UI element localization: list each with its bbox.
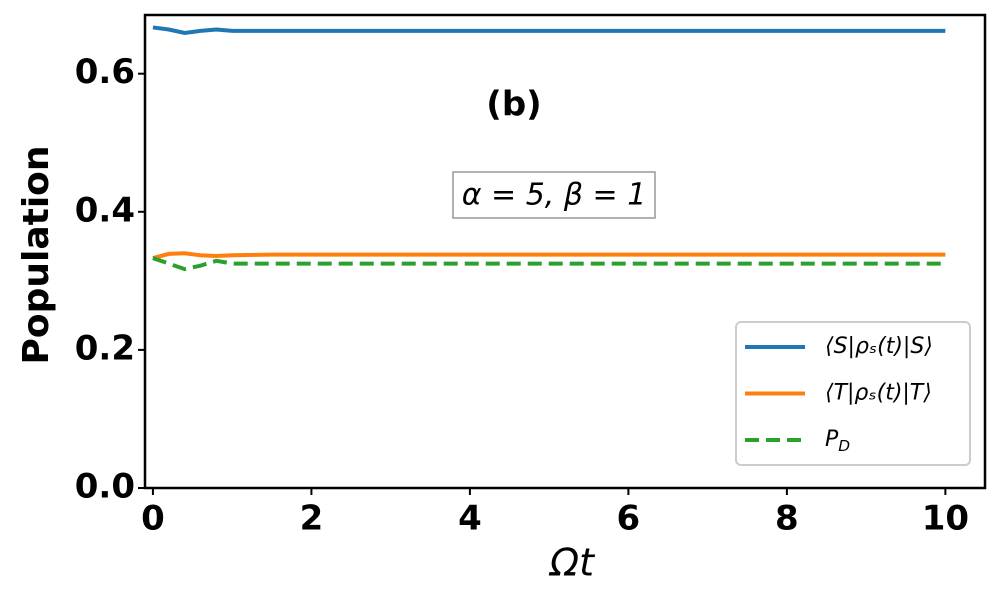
y-tick-label: 0.0 <box>75 467 135 507</box>
x-tick-label: 8 <box>775 499 799 539</box>
annotation-box <box>452 171 656 219</box>
x-tick-label: 2 <box>300 499 324 539</box>
x-axis-label: Ωt <box>548 541 596 585</box>
legend-label: ⟨S|ρₛ(t)|S⟩ <box>825 334 933 359</box>
x-tick-label: 6 <box>617 499 641 539</box>
legend-label: ⟨T|ρₛ(t)|T⟩ <box>825 381 932 406</box>
x-tick-label: 4 <box>458 499 482 539</box>
series-line <box>152 256 946 272</box>
panel-label: (b) <box>486 85 541 125</box>
parameter-annotation: α = 5, β = 1 <box>462 178 647 213</box>
series-line <box>152 251 946 260</box>
y-axis-label: Population <box>16 145 57 364</box>
legend <box>735 321 971 466</box>
plot-frame <box>143 13 987 490</box>
y-tick-label: 0.4 <box>75 190 135 230</box>
legend-label: PD <box>825 427 850 455</box>
x-tick-label: 10 <box>922 499 969 539</box>
y-tick-label: 0.6 <box>75 52 135 92</box>
y-tick-label: 0.2 <box>75 328 135 368</box>
series-line <box>152 25 946 35</box>
x-tick-label: 0 <box>141 499 165 539</box>
